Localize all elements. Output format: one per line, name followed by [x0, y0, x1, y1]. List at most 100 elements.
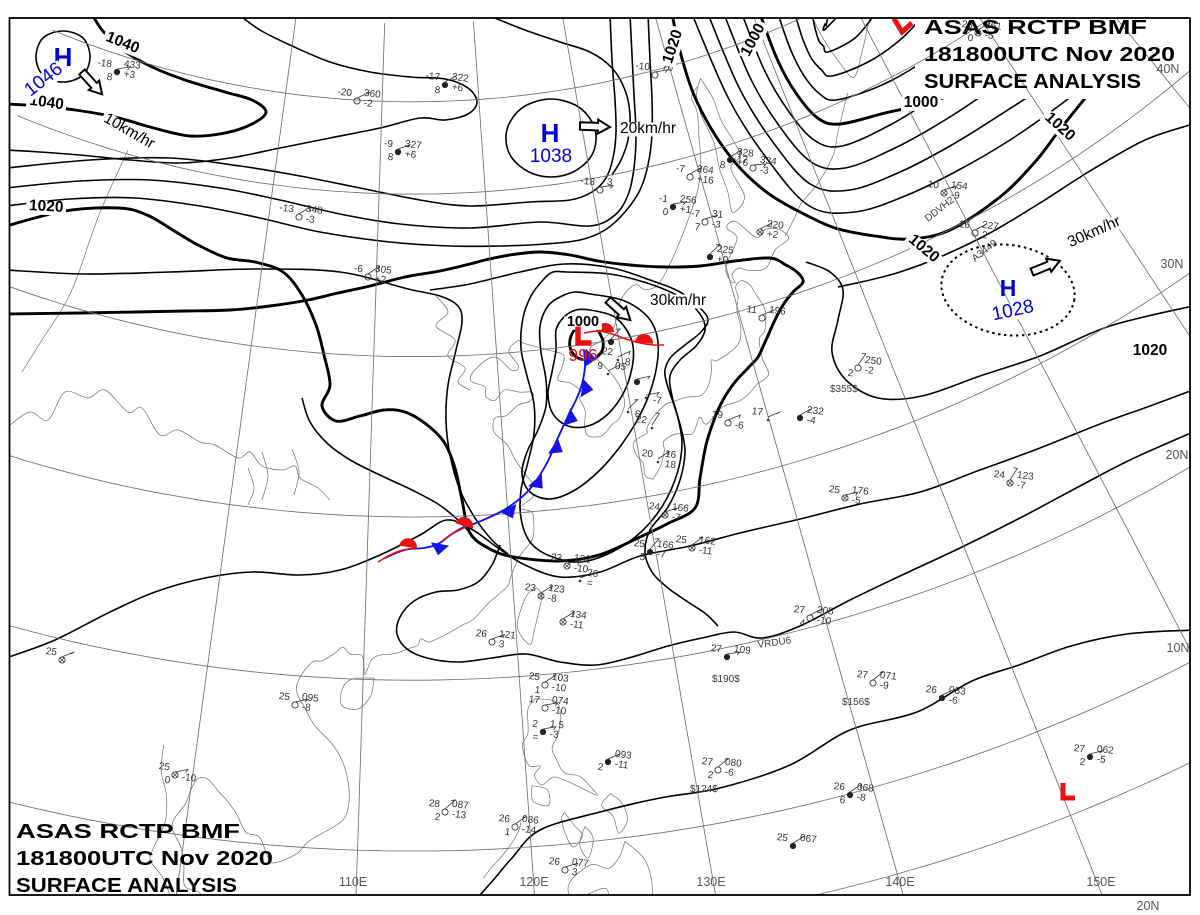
- svg-text:26: 26: [833, 781, 846, 793]
- svg-text:121: 121: [498, 629, 516, 642]
- svg-text:26: 26: [548, 856, 561, 868]
- svg-text:+0: +0: [716, 254, 729, 266]
- svg-text:225: 225: [716, 244, 734, 257]
- svg-text:SURFACE ANALYSIS: SURFACE ANALYSIS: [16, 875, 237, 897]
- svg-text:-9: -9: [950, 190, 961, 202]
- svg-text:996: 996: [568, 345, 597, 365]
- svg-text:080: 080: [724, 757, 742, 770]
- svg-text:196: 196: [768, 305, 786, 318]
- svg-text:264: 264: [696, 164, 714, 177]
- svg-text:130E: 130E: [696, 875, 725, 889]
- svg-text:-5: -5: [1096, 754, 1107, 766]
- svg-text:1: 1: [504, 827, 511, 839]
- svg-text:$124$: $124$: [690, 784, 718, 795]
- svg-text:134: 134: [569, 609, 587, 622]
- svg-text:071: 071: [879, 670, 897, 683]
- svg-text:433: 433: [123, 59, 141, 72]
- svg-text:$156$: $156$: [842, 697, 870, 708]
- svg-text:17: 17: [528, 694, 541, 706]
- svg-text:-10: -10: [551, 705, 567, 718]
- svg-text:2: 2: [532, 719, 539, 731]
- svg-text:348: 348: [305, 204, 323, 217]
- svg-text:10N: 10N: [1167, 641, 1190, 655]
- svg-text:1 5: 1 5: [549, 719, 565, 732]
- svg-text:140E: 140E: [885, 875, 914, 889]
- svg-text:176: 176: [851, 485, 869, 498]
- svg-text:-3: -3: [711, 219, 722, 231]
- svg-text:25: 25: [633, 538, 646, 550]
- svg-text:328: 328: [736, 147, 754, 160]
- svg-text:25: 25: [278, 691, 291, 703]
- svg-text:-11: -11: [569, 619, 584, 632]
- svg-text:-4: -4: [806, 415, 817, 427]
- svg-text:19: 19: [711, 409, 724, 421]
- svg-text:-18: -18: [580, 176, 596, 189]
- svg-text:27: 27: [701, 756, 714, 768]
- svg-text:8: 8: [434, 85, 441, 97]
- svg-text:-18: -18: [97, 58, 113, 71]
- svg-text:-7: -7: [652, 395, 663, 407]
- svg-text:-10: -10: [635, 61, 651, 74]
- svg-text:26: 26: [586, 568, 599, 580]
- svg-text:-6: -6: [724, 767, 735, 779]
- svg-text:+1: +1: [679, 204, 692, 216]
- svg-text:181800UTC Nov 2020: 181800UTC Nov 2020: [924, 44, 1175, 66]
- svg-text:-17: -17: [733, 154, 749, 167]
- svg-text:+6: +6: [404, 149, 417, 161]
- svg-text:-14: -14: [521, 824, 537, 837]
- svg-text:-3: -3: [759, 165, 770, 177]
- svg-text:27: 27: [710, 643, 723, 655]
- svg-text:26: 26: [475, 628, 488, 640]
- svg-text:26: 26: [925, 684, 938, 696]
- svg-text:2: 2: [1079, 757, 1086, 769]
- svg-text:23: 23: [550, 552, 563, 564]
- svg-text:-6: -6: [948, 695, 959, 707]
- svg-text:2: 2: [597, 762, 604, 774]
- svg-text:=: =: [532, 732, 539, 744]
- svg-text:322: 322: [451, 72, 469, 85]
- svg-text:3: 3: [571, 867, 578, 879]
- svg-text:24: 24: [993, 469, 1006, 481]
- svg-text:095: 095: [301, 692, 319, 705]
- svg-text:-8: -8: [301, 702, 312, 714]
- svg-text:-11: -11: [698, 545, 713, 558]
- svg-text:20km/hr: 20km/hr: [620, 120, 676, 137]
- svg-text:8: 8: [387, 152, 394, 164]
- svg-text:$355$: $355$: [830, 384, 858, 395]
- svg-text:067: 067: [799, 833, 817, 846]
- svg-text:25: 25: [45, 646, 58, 658]
- svg-text:166: 166: [656, 539, 674, 552]
- svg-text:H: H: [1000, 275, 1017, 301]
- svg-text:+6: +6: [451, 82, 464, 94]
- svg-text:25: 25: [828, 484, 841, 496]
- svg-text:1020: 1020: [1133, 342, 1167, 359]
- svg-text:+6: +6: [736, 157, 749, 169]
- svg-text:-7: -7: [671, 512, 682, 524]
- svg-text:-10: -10: [573, 563, 589, 576]
- svg-text:-2: -2: [363, 98, 374, 110]
- svg-text:1038: 1038: [530, 146, 572, 167]
- svg-text:20N: 20N: [1166, 448, 1189, 462]
- svg-text:-13: -13: [451, 809, 467, 822]
- svg-text:-3: -3: [549, 729, 560, 741]
- svg-text:+3: +3: [123, 69, 136, 81]
- svg-text:25: 25: [158, 761, 171, 773]
- svg-text:327: 327: [404, 139, 422, 152]
- svg-text:4: 4: [799, 618, 806, 630]
- svg-text:150E: 150E: [1086, 875, 1115, 889]
- svg-text:-5: -5: [984, 30, 995, 42]
- svg-text:-10: -10: [551, 682, 567, 695]
- svg-text:22: 22: [635, 414, 648, 426]
- svg-text:0: 0: [662, 207, 669, 219]
- svg-text:-7: -7: [1016, 480, 1027, 492]
- svg-text:10: 10: [927, 179, 940, 191]
- svg-text:ASAS RCTP BMF: ASAS RCTP BMF: [924, 17, 1147, 39]
- svg-text:25: 25: [528, 671, 541, 683]
- svg-text:083: 083: [948, 685, 966, 698]
- svg-text:2: 2: [847, 368, 854, 380]
- svg-text:-5: -5: [851, 495, 862, 507]
- svg-text:062: 062: [1096, 744, 1114, 757]
- svg-text:$190$: $190$: [712, 674, 740, 685]
- svg-text:6: 6: [634, 409, 641, 421]
- svg-text:232: 232: [806, 405, 824, 418]
